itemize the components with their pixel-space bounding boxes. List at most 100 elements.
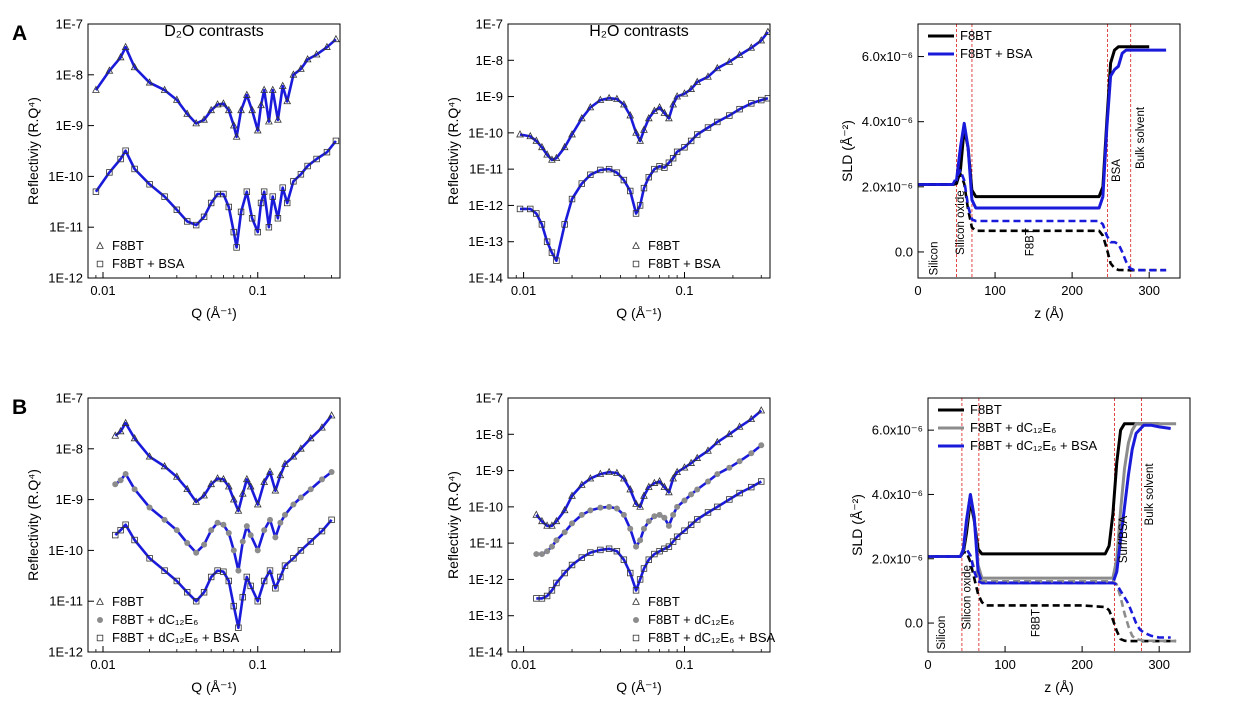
data-point (183, 218, 191, 225)
data-point (207, 479, 216, 488)
data-point (248, 215, 256, 222)
data-point (323, 42, 331, 50)
data-point (735, 50, 744, 58)
data-point (238, 489, 247, 497)
data-point (282, 511, 289, 518)
data-point (673, 467, 681, 476)
data-point (687, 137, 695, 145)
data-point (173, 206, 181, 214)
data-point (533, 551, 540, 558)
data-point (230, 228, 237, 236)
y-tick-label: 1E-7 (476, 391, 503, 406)
x-tick-label: 0.1 (675, 283, 693, 298)
data-point (201, 541, 208, 548)
data-point (243, 188, 251, 195)
x-tick-label: 100 (984, 283, 1006, 298)
y-tick-label: 1E-9 (476, 89, 503, 104)
data-point (632, 499, 640, 507)
y-tick-label: 4.0x10⁻⁶ (872, 487, 923, 502)
data-point (561, 569, 568, 577)
data-point (726, 112, 733, 119)
x-tick-label: 200 (1071, 657, 1093, 672)
legend-label: F8BT (112, 238, 144, 253)
region-label: Bulk solvent (1135, 106, 1147, 169)
data-point (224, 482, 233, 490)
y-axis-label: SLD (Å⁻²) (839, 120, 855, 182)
data-point (183, 589, 191, 596)
legend-marker (633, 617, 639, 623)
data-point (328, 516, 335, 524)
data-point (681, 497, 688, 504)
y-tick-label: 1E-10 (468, 125, 503, 140)
y-tick-label: 0.0 (905, 616, 923, 631)
data-point (172, 95, 181, 103)
data-point (229, 495, 238, 503)
y-tick-label: 1E-10 (48, 543, 83, 558)
data-point (268, 85, 277, 93)
axes-frame (507, 23, 771, 279)
y-tick-label: 1E-9 (56, 492, 83, 507)
data-point (261, 527, 268, 534)
data-point (694, 516, 701, 523)
x-tick-label: 0.01 (511, 283, 536, 298)
data-point (235, 624, 242, 631)
data-point (587, 171, 594, 178)
data-point (620, 556, 628, 563)
y-tick-label: 1E-12 (48, 271, 83, 286)
data-point (200, 115, 208, 123)
data-point (758, 96, 765, 104)
data-point (243, 523, 250, 530)
data-point (131, 486, 138, 493)
data-point (274, 215, 282, 222)
data-point (253, 500, 262, 508)
data-point (260, 85, 269, 93)
data-point (714, 471, 721, 478)
y-tick-label: 1E-13 (468, 608, 503, 623)
data-point (693, 453, 702, 461)
y-tick-label: 0.0 (895, 244, 913, 259)
series-3 (918, 169, 1167, 272)
data-point (131, 536, 138, 544)
data-point (200, 589, 208, 596)
y-tick-label: 1E-10 (468, 499, 503, 514)
data-point (636, 202, 644, 209)
region-label: Surf/BSA (1118, 515, 1130, 563)
data-point (173, 577, 181, 585)
data-point (587, 507, 594, 514)
data-point (307, 486, 314, 493)
data-point (289, 70, 298, 78)
data-point (656, 511, 663, 518)
data-point (748, 100, 755, 107)
series-0 (516, 27, 770, 163)
data-point (597, 166, 604, 174)
data-point (561, 221, 568, 228)
legend: F8BT F8BT + BSA (928, 28, 1033, 61)
data-point (289, 452, 298, 460)
data-point (92, 85, 100, 93)
data-point (640, 525, 647, 532)
data-point (665, 543, 673, 550)
data-point (561, 529, 568, 536)
data-point (122, 521, 129, 528)
x-tick-label: 0.01 (90, 283, 115, 298)
data-point (757, 36, 766, 44)
legend-label: F8BT + BSA (112, 256, 185, 271)
data-point (297, 494, 304, 501)
data-point (538, 516, 546, 525)
legend-label: F8BT + BSA (648, 256, 721, 271)
data-point (613, 468, 621, 476)
legend-label: F8BT (960, 28, 992, 43)
data-point (552, 153, 561, 162)
data-point (704, 478, 711, 485)
data-point (568, 130, 576, 138)
data-point (736, 105, 743, 113)
x-tick-label: 0.01 (511, 657, 536, 672)
data-point (307, 538, 314, 545)
data-point (318, 476, 325, 483)
data-point (116, 52, 125, 61)
data-point (714, 503, 721, 511)
data-point (606, 503, 613, 510)
data-point (173, 527, 180, 534)
y-tick-label: 6.0x10⁻⁶ (872, 423, 923, 438)
region-label: Silicon oxide (955, 190, 967, 255)
